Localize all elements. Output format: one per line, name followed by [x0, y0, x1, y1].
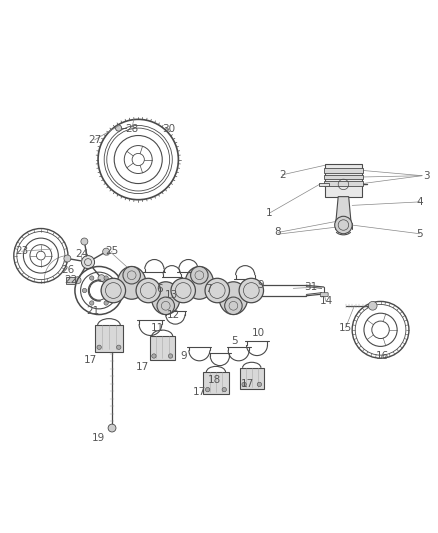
Text: 14: 14	[319, 296, 332, 306]
Text: 28: 28	[125, 124, 138, 134]
Text: 17: 17	[84, 356, 97, 365]
Text: 31: 31	[304, 282, 317, 293]
Circle shape	[225, 297, 242, 314]
Circle shape	[257, 382, 261, 386]
Circle shape	[101, 278, 126, 303]
Text: 30: 30	[162, 124, 175, 134]
Circle shape	[104, 301, 108, 305]
Text: 17: 17	[193, 387, 206, 397]
Circle shape	[102, 248, 110, 255]
Text: 25: 25	[106, 246, 119, 256]
Text: 16: 16	[376, 351, 389, 361]
FancyBboxPatch shape	[66, 277, 75, 284]
Circle shape	[89, 276, 94, 280]
Circle shape	[89, 301, 94, 305]
Text: 26: 26	[62, 265, 75, 275]
Text: 27: 27	[88, 135, 101, 145]
Circle shape	[117, 345, 121, 350]
Text: 24: 24	[75, 249, 88, 259]
Circle shape	[168, 354, 173, 358]
Text: 22: 22	[64, 276, 77, 286]
Text: 9: 9	[257, 280, 264, 290]
Text: 4: 4	[417, 197, 423, 207]
FancyBboxPatch shape	[320, 293, 328, 297]
Circle shape	[157, 297, 174, 314]
Text: 10: 10	[252, 328, 265, 338]
Ellipse shape	[219, 282, 247, 314]
Circle shape	[222, 387, 226, 392]
Circle shape	[335, 216, 352, 234]
Circle shape	[239, 278, 264, 303]
Text: 17: 17	[241, 379, 254, 390]
Text: 6: 6	[157, 284, 163, 294]
Circle shape	[97, 345, 101, 350]
Text: 19: 19	[92, 433, 106, 442]
Circle shape	[205, 278, 230, 303]
Text: 12: 12	[166, 310, 180, 319]
Text: 3: 3	[423, 171, 430, 181]
Circle shape	[74, 277, 81, 284]
FancyBboxPatch shape	[203, 372, 229, 394]
FancyBboxPatch shape	[324, 181, 363, 185]
Circle shape	[98, 274, 105, 281]
Circle shape	[82, 288, 87, 293]
Circle shape	[64, 255, 71, 262]
Text: 11: 11	[151, 324, 165, 334]
Text: 23: 23	[15, 246, 28, 256]
Text: 8: 8	[275, 228, 281, 237]
Text: 5: 5	[417, 229, 423, 239]
FancyBboxPatch shape	[95, 326, 123, 352]
Circle shape	[171, 278, 195, 303]
FancyBboxPatch shape	[324, 175, 363, 179]
Circle shape	[81, 256, 95, 269]
Text: 13: 13	[164, 290, 177, 300]
FancyBboxPatch shape	[150, 336, 175, 360]
Circle shape	[191, 266, 208, 284]
Circle shape	[108, 424, 116, 432]
Text: 21: 21	[86, 306, 99, 316]
Text: 1: 1	[266, 208, 272, 218]
Text: 2: 2	[279, 170, 286, 180]
Text: 15: 15	[339, 322, 352, 333]
Ellipse shape	[117, 266, 146, 299]
Circle shape	[81, 238, 88, 245]
Circle shape	[136, 278, 160, 303]
Circle shape	[242, 382, 246, 386]
Polygon shape	[336, 197, 351, 225]
Circle shape	[152, 354, 156, 358]
Text: 17: 17	[136, 362, 149, 372]
FancyBboxPatch shape	[324, 168, 363, 173]
FancyBboxPatch shape	[325, 164, 362, 197]
FancyBboxPatch shape	[319, 183, 329, 186]
Text: 5: 5	[231, 336, 237, 346]
Text: 9: 9	[181, 351, 187, 360]
Ellipse shape	[185, 266, 214, 299]
Circle shape	[111, 288, 116, 293]
FancyBboxPatch shape	[240, 368, 264, 389]
Circle shape	[368, 302, 377, 310]
Circle shape	[205, 387, 210, 392]
Text: 18: 18	[208, 375, 221, 385]
Circle shape	[104, 276, 108, 280]
Circle shape	[123, 266, 141, 284]
Text: 7: 7	[205, 284, 212, 294]
Circle shape	[116, 125, 122, 131]
Ellipse shape	[152, 282, 180, 314]
